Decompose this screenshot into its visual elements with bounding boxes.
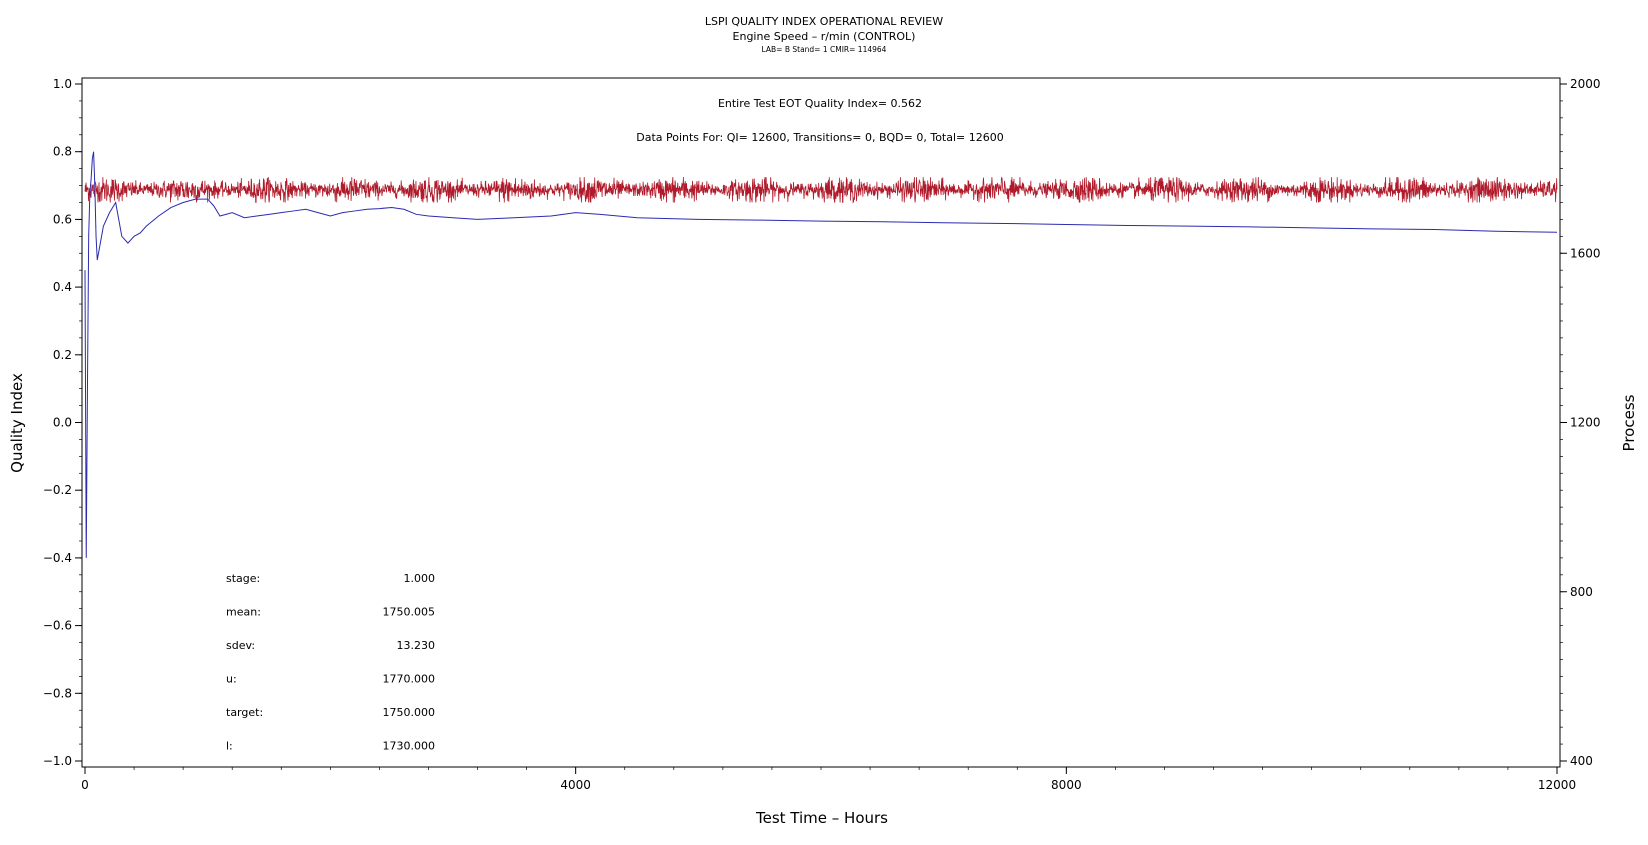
stats-block: stage: 1.000 mean: 1750.005 sdev: 13.230 u: 177… bbox=[226, 572, 435, 753]
y-right-tick-label: 1600 bbox=[1570, 246, 1601, 260]
y-left-tick-label: 0.0 bbox=[53, 416, 72, 430]
stat-value: 1730.000 bbox=[383, 740, 436, 753]
stat-label: target: bbox=[226, 706, 263, 719]
plot-area bbox=[81, 77, 1561, 768]
process-line bbox=[84, 176, 1558, 204]
x-axis: 0 4000 8000 12000 bbox=[81, 767, 1576, 792]
y-left-tick-label: 0.6 bbox=[53, 212, 72, 226]
y-left-tick-label: 0.8 bbox=[53, 145, 72, 159]
y-left-tick-label: 1.0 bbox=[53, 77, 72, 91]
stat-value: 13.230 bbox=[397, 639, 436, 652]
x-tick-label: 0 bbox=[81, 778, 89, 792]
y-left-tick-label: −0.8 bbox=[43, 686, 72, 700]
x-axis-label: Test Time – Hours bbox=[755, 809, 888, 827]
stat-label: u: bbox=[226, 673, 237, 686]
chart-title: LSPI QUALITY INDEX OPERATIONAL REVIEW bbox=[705, 15, 943, 28]
y-left-tick-label: −0.6 bbox=[43, 619, 72, 633]
y-right-tick-label: 800 bbox=[1570, 585, 1593, 599]
stat-value: 1.000 bbox=[404, 572, 436, 585]
stat-label: stage: bbox=[226, 572, 260, 585]
y-axis-label-left: Quality Index bbox=[8, 373, 26, 473]
y-left-tick-label: 0.2 bbox=[53, 348, 72, 362]
y-left-tick-label: −1.0 bbox=[43, 754, 72, 768]
y-left-tick-label: −0.2 bbox=[43, 483, 72, 497]
chart-subtitle-2: LAB= B Stand= 1 CMIR= 114964 bbox=[762, 45, 887, 54]
y-axis-left: 1.0 0.8 0.6 0.4 0.2 0.0 −0.2 −0.4 −0.6 −0.8 −1.0 bbox=[43, 77, 82, 768]
x-tick-label: 8000 bbox=[1051, 778, 1082, 792]
y-left-tick-label: 0.4 bbox=[53, 280, 72, 294]
series-quality-index bbox=[84, 151, 1558, 558]
stat-label: l: bbox=[226, 740, 233, 753]
stat-value: 1750.005 bbox=[383, 606, 436, 619]
stat-label: sdev: bbox=[226, 639, 255, 652]
data-points-annotation: Data Points For: QI= 12600, Transitions=… bbox=[636, 131, 1004, 144]
chart-subtitle: Engine Speed – r/min (CONTROL) bbox=[733, 30, 916, 43]
y-right-tick-label: 400 bbox=[1570, 754, 1593, 768]
y-right-tick-label: 2000 bbox=[1570, 77, 1601, 91]
y-axis-right: 2000 1600 1200 800 400 bbox=[1560, 77, 1601, 768]
y-right-tick-label: 1200 bbox=[1570, 416, 1601, 430]
x-tick-label: 4000 bbox=[560, 778, 591, 792]
y-axis-label-right: Process bbox=[1620, 394, 1638, 451]
stat-value: 1750.000 bbox=[383, 706, 436, 719]
y-left-tick-label: −0.4 bbox=[43, 551, 72, 565]
x-tick-label: 12000 bbox=[1538, 778, 1576, 792]
eot-quality-annotation: Entire Test EOT Quality Index= 0.562 bbox=[718, 97, 922, 110]
stat-value: 1770.000 bbox=[383, 673, 436, 686]
series-process bbox=[84, 176, 1558, 204]
stat-label: mean: bbox=[226, 606, 261, 619]
quality-index-line bbox=[84, 151, 1558, 558]
